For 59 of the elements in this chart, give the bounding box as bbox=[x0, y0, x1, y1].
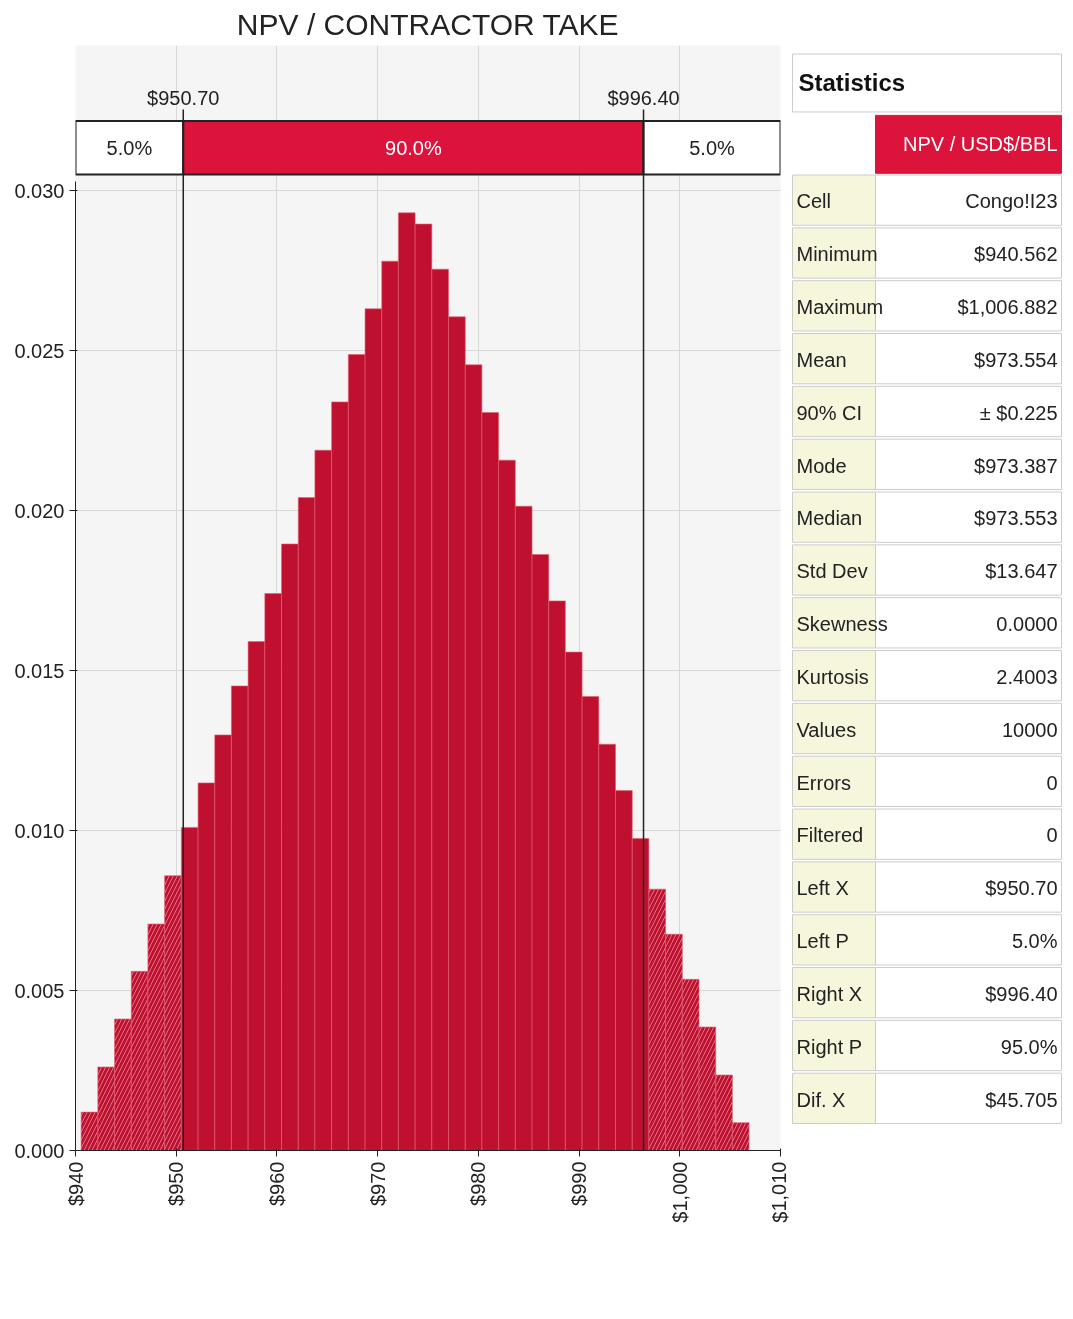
x-tick-label: $980 bbox=[467, 1161, 490, 1206]
category-label: Errors bbox=[796, 771, 851, 794]
text: Statistics bbox=[798, 69, 906, 97]
text: $45.705 bbox=[985, 1088, 1058, 1111]
ref-line-label: $996.40 bbox=[607, 87, 680, 110]
category-label: Median bbox=[796, 507, 863, 530]
text: $940.562 bbox=[974, 243, 1058, 266]
category-label: 90% CI bbox=[796, 401, 863, 424]
category-label: Values bbox=[796, 718, 857, 741]
category-label: Right P bbox=[796, 1035, 863, 1058]
category-label: Dif. X bbox=[796, 1088, 846, 1111]
y-tick-label: 0.025 bbox=[14, 339, 65, 362]
category-label: Cell bbox=[796, 190, 831, 213]
x-tick-label: $960 bbox=[265, 1161, 288, 1206]
text: 2.4003 bbox=[996, 665, 1058, 688]
y-tick-label: 0.030 bbox=[14, 179, 65, 202]
text: $1,006.882 bbox=[957, 296, 1058, 319]
text: 0 bbox=[1046, 824, 1058, 847]
text: 5.0% bbox=[1011, 930, 1058, 953]
text: $950.70 bbox=[985, 877, 1058, 900]
text: ± $0.225 bbox=[979, 401, 1058, 424]
category-label: Std Dev bbox=[796, 560, 868, 583]
category-label: Filtered bbox=[796, 824, 864, 847]
category-label: Left P bbox=[796, 930, 849, 953]
text: $973.387 bbox=[974, 454, 1058, 477]
y-tick-label: 0.015 bbox=[14, 659, 65, 682]
category-label: Right X bbox=[796, 982, 863, 1005]
category-label: Mode bbox=[796, 454, 847, 477]
text: NPV / USD$/BBL bbox=[903, 133, 1058, 156]
x-tick-label: $1,010 bbox=[768, 1161, 791, 1223]
y-tick-label: 0.005 bbox=[14, 979, 65, 1002]
text: 5.0% bbox=[106, 136, 153, 159]
text: $973.553 bbox=[974, 507, 1058, 530]
text: Congo!I23 bbox=[965, 190, 1058, 213]
category-label: Kurtosis bbox=[796, 665, 869, 688]
category-label: Minimum bbox=[796, 243, 878, 266]
text: 10000 bbox=[1001, 718, 1058, 741]
ref-line-label: $950.70 bbox=[147, 87, 220, 110]
category-label: Skewness bbox=[796, 613, 888, 636]
text: 0 bbox=[1046, 771, 1058, 794]
text: $13.647 bbox=[985, 560, 1058, 583]
text: $973.554 bbox=[974, 348, 1058, 371]
x-tick-label: $990 bbox=[568, 1161, 591, 1206]
x-tick-label: $940 bbox=[64, 1161, 87, 1206]
x-tick-label: $1,000 bbox=[668, 1161, 691, 1223]
category-label: Maximum bbox=[796, 296, 884, 319]
y-tick-label: 0.020 bbox=[14, 499, 65, 522]
x-tick-label: $950 bbox=[165, 1161, 188, 1206]
text: 0.0000 bbox=[996, 613, 1058, 636]
y-tick-label: 0.000 bbox=[14, 1139, 65, 1162]
y-tick-label: 0.010 bbox=[14, 819, 65, 842]
text: 95.0% bbox=[1000, 1035, 1058, 1058]
text: 5.0% bbox=[689, 136, 736, 159]
x-tick-label: $970 bbox=[366, 1161, 389, 1206]
text: $996.40 bbox=[985, 982, 1058, 1005]
chart-title: NPV / CONTRACTOR TAKE bbox=[236, 7, 619, 41]
category-label: Mean bbox=[796, 348, 847, 371]
text: 90.0% bbox=[385, 136, 442, 159]
category-label: Left X bbox=[796, 877, 849, 900]
